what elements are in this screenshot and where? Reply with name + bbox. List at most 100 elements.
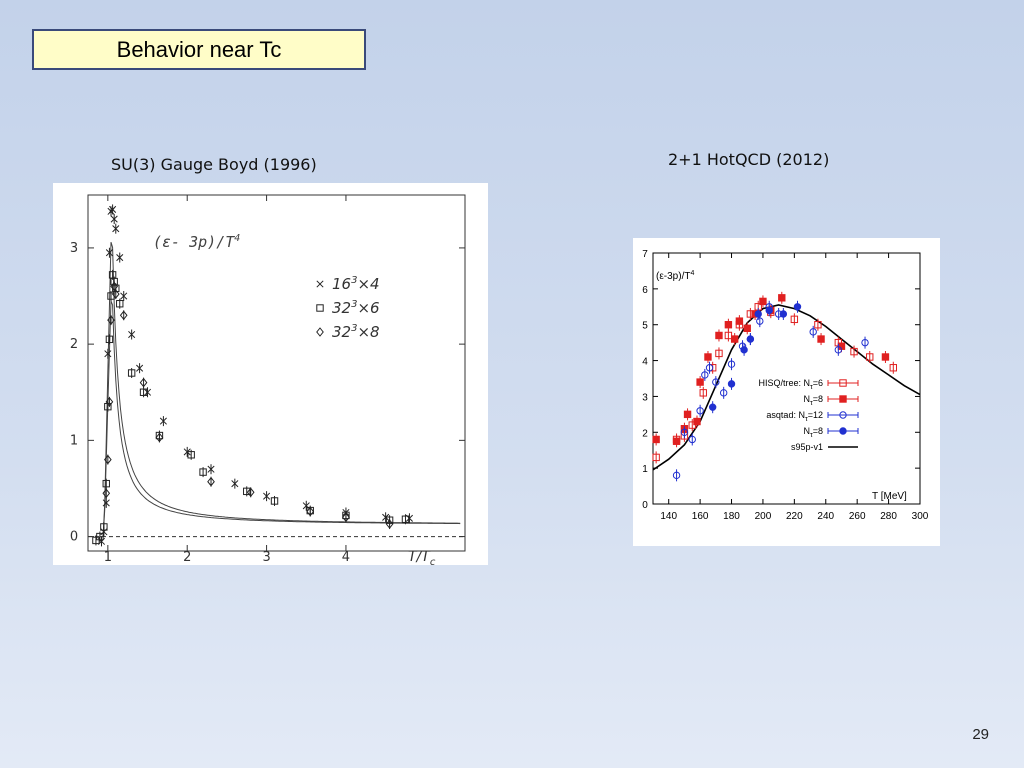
data-point xyxy=(159,417,167,425)
fit-curve xyxy=(99,300,461,538)
data-point xyxy=(834,346,843,354)
legend-marker xyxy=(839,411,847,419)
data-point xyxy=(688,435,696,444)
legend-label: 163×4 xyxy=(332,275,380,293)
data-point xyxy=(109,205,117,213)
legend-label: Nτ=8 xyxy=(803,426,823,439)
data-point xyxy=(696,378,704,386)
su3-gauge-chart: 0 1 2 3 1 2 3 4 T/Tc (ε- 3p)/T4 163×4 323×6 323×8 xyxy=(70,194,466,565)
data-point xyxy=(683,410,692,419)
data-point xyxy=(110,281,119,292)
data-point xyxy=(246,487,255,498)
y-tick-label: 6 xyxy=(642,285,648,296)
data-point xyxy=(270,497,279,505)
fit-curve xyxy=(99,241,461,538)
data-point xyxy=(850,347,858,356)
legend-marker xyxy=(839,395,847,403)
data-point xyxy=(110,215,118,223)
data-point xyxy=(102,479,110,488)
data-point xyxy=(155,432,164,443)
data-point xyxy=(120,292,128,300)
right-chart-panel: 0 1 2 3 4 5 6 7 140 160 180 200 220 240 260 280 300 T [Me… xyxy=(633,238,940,546)
x-tick-label: 300 xyxy=(912,511,929,522)
data-point xyxy=(207,465,215,473)
x-tick-label: 4 xyxy=(342,550,350,565)
data-point xyxy=(183,448,191,456)
data-point xyxy=(128,330,136,339)
data-point xyxy=(735,317,744,325)
data-point xyxy=(672,471,681,480)
data-point xyxy=(116,300,124,308)
plot-frame xyxy=(652,252,921,505)
data-point xyxy=(704,353,712,361)
legend: 163×4 323×6 323×8 xyxy=(316,275,380,341)
data-point xyxy=(243,487,251,496)
legend-label: s95p-v1 xyxy=(791,442,823,452)
legend-label: 323×6 xyxy=(332,299,380,317)
data-point xyxy=(127,369,136,377)
data-point xyxy=(143,388,152,396)
data-point xyxy=(712,378,720,386)
data-point xyxy=(136,364,144,372)
x-tick-label: 200 xyxy=(755,511,772,522)
data-point xyxy=(104,350,112,358)
chart-title: (ε-3p)/T4 xyxy=(656,270,694,282)
x-tick-label: 240 xyxy=(817,511,834,522)
data-point xyxy=(92,536,100,545)
data-point xyxy=(102,488,111,499)
y-tick-label: 0 xyxy=(70,530,78,545)
x-tick-label: 180 xyxy=(723,511,740,522)
data-point xyxy=(107,315,115,325)
data-point xyxy=(672,437,681,445)
data-point xyxy=(342,512,350,523)
data-point xyxy=(715,331,723,340)
data-point xyxy=(139,377,148,388)
data-point xyxy=(746,335,755,343)
x-axis-label: T/Tc xyxy=(408,549,436,565)
y-tick-label: 0 xyxy=(642,500,648,511)
data-point xyxy=(699,389,707,397)
data-point xyxy=(778,294,786,302)
data-point xyxy=(708,403,717,411)
legend-label: HISQ/tree: Nτ=6 xyxy=(758,378,823,391)
data-point xyxy=(719,389,728,397)
hotqcd-chart: 0 1 2 3 4 5 6 7 140 160 180 200 220 240 260 280 300 T [Me… xyxy=(642,249,929,522)
data-point xyxy=(740,346,748,354)
data-point xyxy=(112,225,120,233)
legend-marker xyxy=(839,427,847,435)
data-point xyxy=(754,310,762,318)
data-point xyxy=(881,353,890,361)
data-point xyxy=(693,417,701,426)
left-chart-panel: 0 1 2 3 1 2 3 4 T/Tc (ε- 3p)/T4 163×4 323×6 323×8 xyxy=(53,183,488,565)
data-point xyxy=(385,519,394,529)
legend-marker xyxy=(839,379,847,387)
data-point xyxy=(105,249,113,257)
data-point xyxy=(382,513,390,521)
slide-title: Behavior near Tc xyxy=(32,29,366,70)
legend-marker xyxy=(316,280,324,288)
data-point xyxy=(263,492,271,500)
data-point xyxy=(231,480,239,488)
data-point xyxy=(96,532,104,541)
data-point xyxy=(111,289,120,299)
data-point xyxy=(119,310,128,321)
data-point xyxy=(866,353,874,361)
data-point xyxy=(715,349,723,358)
y-tick-label: 1 xyxy=(70,433,78,448)
y-tick-label: 2 xyxy=(642,428,648,439)
data-point xyxy=(730,335,739,343)
data-point xyxy=(652,435,660,444)
data-point xyxy=(705,364,714,372)
legend-marker xyxy=(316,304,324,312)
y-tick-label: 4 xyxy=(642,357,648,368)
data-point xyxy=(102,499,110,507)
data-point xyxy=(187,451,195,459)
y-tick-label: 3 xyxy=(70,241,78,256)
data-point xyxy=(724,321,733,329)
plot-frame xyxy=(87,194,466,552)
x-tick-label: 2 xyxy=(183,550,191,565)
data-point xyxy=(817,335,825,343)
data-point xyxy=(765,306,773,315)
y-tick-label: 5 xyxy=(642,321,648,332)
y-tick-label: 2 xyxy=(70,337,78,352)
